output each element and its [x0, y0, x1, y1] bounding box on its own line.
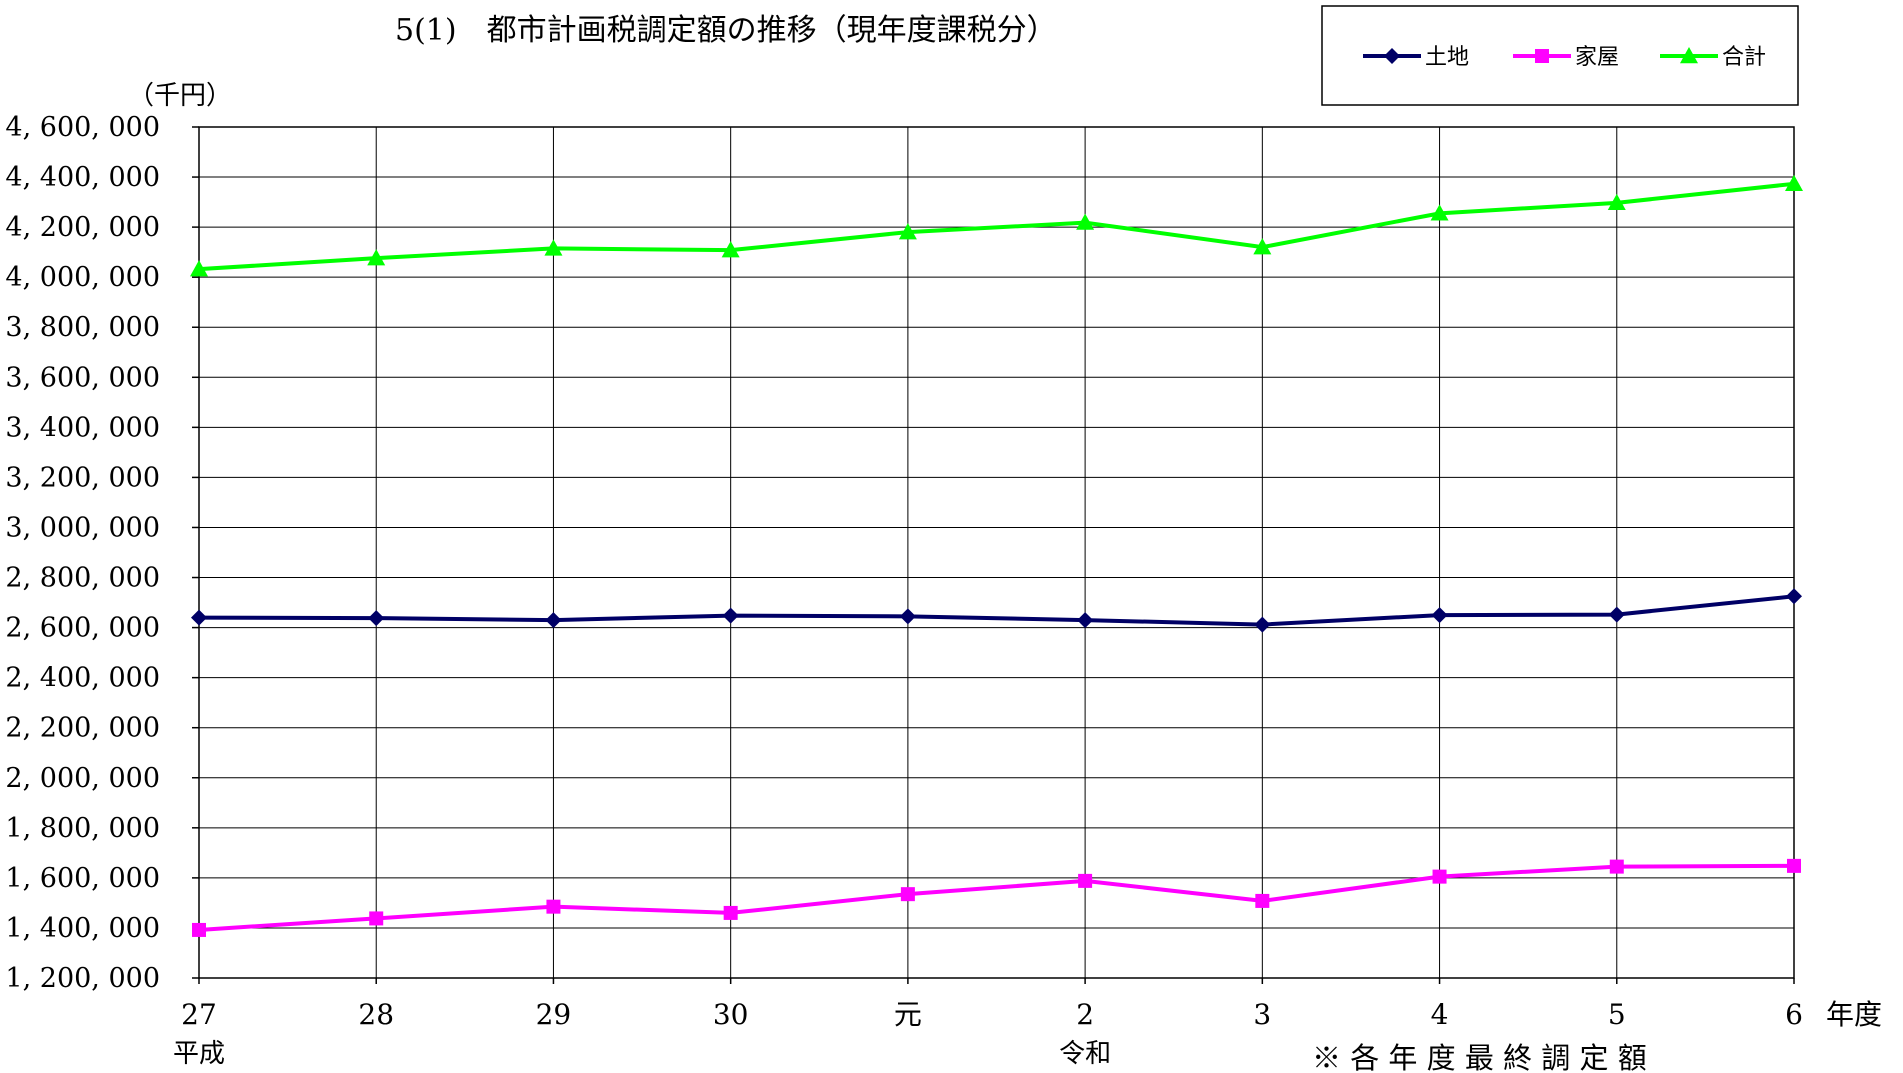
- data-point: [899, 608, 916, 625]
- x-axis-tick-labels: 27 28 29 30 元 2 3 4 5 6: [181, 998, 1803, 1031]
- y-tick-label: 2, 800, 000: [5, 563, 160, 594]
- data-point: [1078, 873, 1093, 888]
- x-tick-label: 3: [1253, 998, 1271, 1031]
- era-label: 平成: [173, 1039, 225, 1069]
- data-point: [1607, 193, 1626, 211]
- y-axis-unit-label: （千円）: [128, 81, 232, 111]
- x-tick-label: 29: [536, 998, 572, 1031]
- data-point: [1786, 588, 1802, 605]
- data-point: [544, 239, 563, 256]
- y-axis-tick-labels: 1, 200, 000 1, 400, 000 1, 600, 000 1, 800,…: [5, 112, 160, 994]
- data-point: [368, 610, 385, 627]
- legend: 土地 家屋 合計: [1321, 5, 1799, 106]
- x-tick-label: 27: [181, 998, 217, 1031]
- y-tick-label: 1, 400, 000: [5, 913, 160, 944]
- y-tick-label: 1, 200, 000: [5, 963, 160, 994]
- y-tick-label: 4, 200, 000: [5, 212, 160, 243]
- legend-label: 合計: [1722, 45, 1766, 70]
- legend-swatch-marker: [1384, 48, 1400, 64]
- data-point: [1076, 213, 1095, 230]
- data-point: [1254, 616, 1271, 633]
- era-label: 令和: [1059, 1039, 1111, 1069]
- data-point: [190, 260, 208, 277]
- y-tick-label: 3, 400, 000: [5, 412, 160, 443]
- y-tick-label: 2, 600, 000: [5, 613, 160, 644]
- y-tick-label: 3, 000, 000: [5, 512, 160, 543]
- data-point: [1787, 858, 1801, 873]
- legend-swatch-marker: [1535, 49, 1549, 63]
- y-tick-label: 3, 600, 000: [5, 362, 160, 393]
- legend-label: 家屋: [1575, 45, 1619, 70]
- data-point: [1077, 612, 1094, 629]
- y-tick-label: 2, 400, 000: [5, 663, 160, 694]
- data-point: [191, 609, 207, 626]
- y-tick-label: 4, 400, 000: [5, 162, 160, 193]
- y-tick-label: 3, 200, 000: [5, 462, 160, 493]
- x-tick-label: 5: [1608, 998, 1626, 1031]
- data-point: [723, 905, 738, 920]
- series-line: [198, 181, 1795, 272]
- x-tick-label: 2: [1076, 998, 1094, 1031]
- legend-item: 土地: [1363, 45, 1469, 70]
- series-triangle: [190, 174, 1803, 277]
- y-tick-label: 1, 800, 000: [5, 813, 160, 844]
- era-labels: 平成 令和: [173, 1039, 1111, 1069]
- data-point: [722, 607, 739, 624]
- x-tick-label: 30: [713, 998, 749, 1031]
- series-lines: [190, 174, 1803, 937]
- data-point: [1785, 174, 1803, 192]
- y-tick-label: 2, 000, 000: [5, 763, 160, 794]
- data-point: [369, 911, 384, 926]
- data-point: [1253, 238, 1272, 255]
- data-point: [900, 887, 915, 902]
- legend-item: 合計: [1660, 45, 1766, 70]
- y-tick-label: 3, 800, 000: [5, 312, 160, 343]
- y-tick-label: 1, 600, 000: [5, 863, 160, 894]
- x-axis-suffix-label: 年度: [1826, 998, 1882, 1031]
- legend-item: 家屋: [1513, 45, 1619, 70]
- data-point: [1430, 204, 1449, 221]
- data-point: [898, 223, 917, 240]
- series-line: [198, 863, 1795, 932]
- data-point: [546, 899, 561, 914]
- plot-frame: [198, 126, 1795, 979]
- legend-swatch-marker: [1680, 47, 1698, 64]
- series-diamond: [191, 588, 1802, 633]
- data-point: [192, 922, 206, 937]
- series-line: [198, 594, 1795, 627]
- series-square: [192, 858, 1801, 937]
- data-point: [1609, 859, 1624, 874]
- y-tick-label: 4, 000, 000: [5, 262, 160, 293]
- legend-label: 土地: [1425, 45, 1469, 70]
- data-point: [367, 249, 386, 266]
- chart-title: 5(1) 都市計画税調定額の推移（現年度課税分）: [395, 13, 1057, 48]
- data-point: [1431, 607, 1448, 624]
- data-point: [1432, 869, 1447, 884]
- data-point: [721, 241, 740, 258]
- data-point: [545, 612, 562, 629]
- y-tick-label: 2, 200, 000: [5, 713, 160, 744]
- data-point: [1255, 893, 1270, 908]
- x-tick-label: 28: [358, 998, 394, 1031]
- x-tick-label: 元: [894, 998, 922, 1031]
- footnote: ※ 各 年 度 最 終 調 定 額: [1312, 1041, 1647, 1073]
- x-tick-label: 6: [1785, 998, 1803, 1031]
- y-tick-label: 4, 600, 000: [5, 112, 160, 143]
- x-tick-label: 4: [1431, 998, 1449, 1031]
- data-point: [1608, 606, 1625, 623]
